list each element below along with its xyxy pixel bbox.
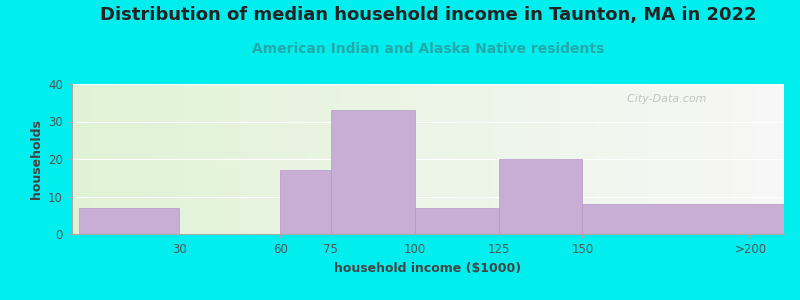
Y-axis label: households: households (30, 119, 42, 199)
Bar (498, 159, 582, 234)
Text: Distribution of median household income in Taunton, MA in 2022: Distribution of median household income … (100, 6, 756, 24)
Bar (582, 204, 784, 234)
Bar (280, 170, 330, 234)
Bar (414, 208, 498, 234)
Bar (78, 208, 179, 234)
Bar (330, 110, 414, 234)
Text: City-Data.com: City-Data.com (620, 94, 706, 104)
Text: American Indian and Alaska Native residents: American Indian and Alaska Native reside… (252, 42, 604, 56)
X-axis label: household income ($1000): household income ($1000) (334, 262, 522, 275)
